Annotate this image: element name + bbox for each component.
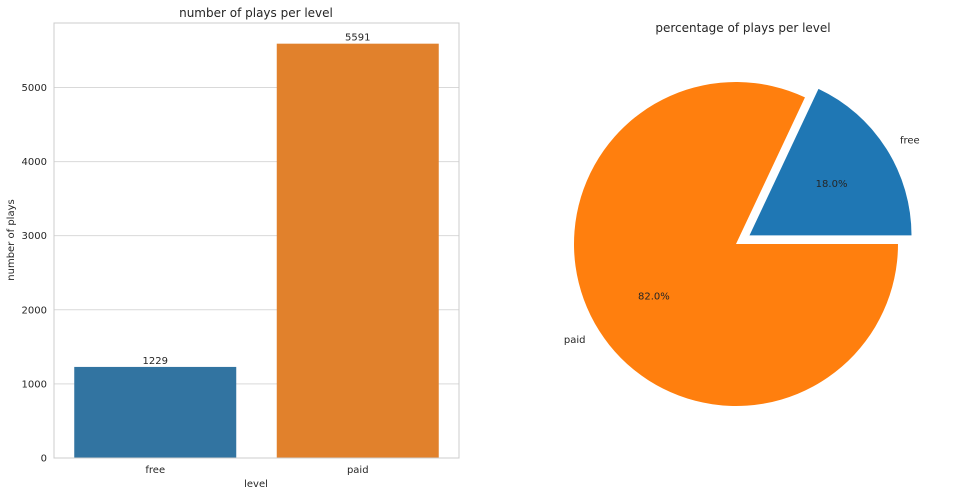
bar-x-tick-label: free <box>145 465 165 476</box>
pie-chart: percentage of plays per level 18.0% free 8… <box>564 21 920 406</box>
bar-chart-title: number of plays per level <box>179 6 333 20</box>
bar-bars <box>74 43 439 458</box>
pie-slices <box>574 81 912 406</box>
bar-x-tick-label: paid <box>347 465 369 476</box>
bar-y-ticks: 0 1000 2000 3000 4000 5000 <box>22 83 47 465</box>
pie-category-label: paid <box>564 335 586 346</box>
bar-data-labels: 1229 5591 <box>143 33 371 367</box>
bar-y-tick-label: 4000 <box>22 157 47 168</box>
bar-chart: number of plays per level 0 1000 2000 3000 4… <box>6 6 460 490</box>
bar-paid <box>276 43 439 458</box>
pie-slice-free <box>749 88 912 236</box>
bar-y-tick-label: 2000 <box>22 305 47 316</box>
pie-chart-title: percentage of plays per level <box>655 21 830 35</box>
bar-y-tick-label: 0 <box>41 454 47 465</box>
pie-category-label: free <box>900 135 920 146</box>
pie-percent-label: 82.0% <box>638 292 670 303</box>
bar-y-axis-label: number of plays <box>6 199 17 280</box>
bar-data-label: 1229 <box>143 356 168 367</box>
bar-x-ticks: free paid <box>145 465 368 476</box>
bar-x-axis-label: level <box>244 479 268 490</box>
bar-free <box>74 366 237 458</box>
bar-data-label: 5591 <box>345 33 370 44</box>
pie-slice-paid <box>574 81 898 406</box>
pie-percent-label: 18.0% <box>816 179 848 190</box>
pie-labels: 18.0% free 82.0% paid <box>564 135 920 346</box>
bar-y-tick-label: 3000 <box>22 231 47 242</box>
bar-y-tick-label: 1000 <box>22 379 47 390</box>
bar-y-tick-label: 5000 <box>22 83 47 94</box>
bar-plot-frame <box>53 22 460 459</box>
